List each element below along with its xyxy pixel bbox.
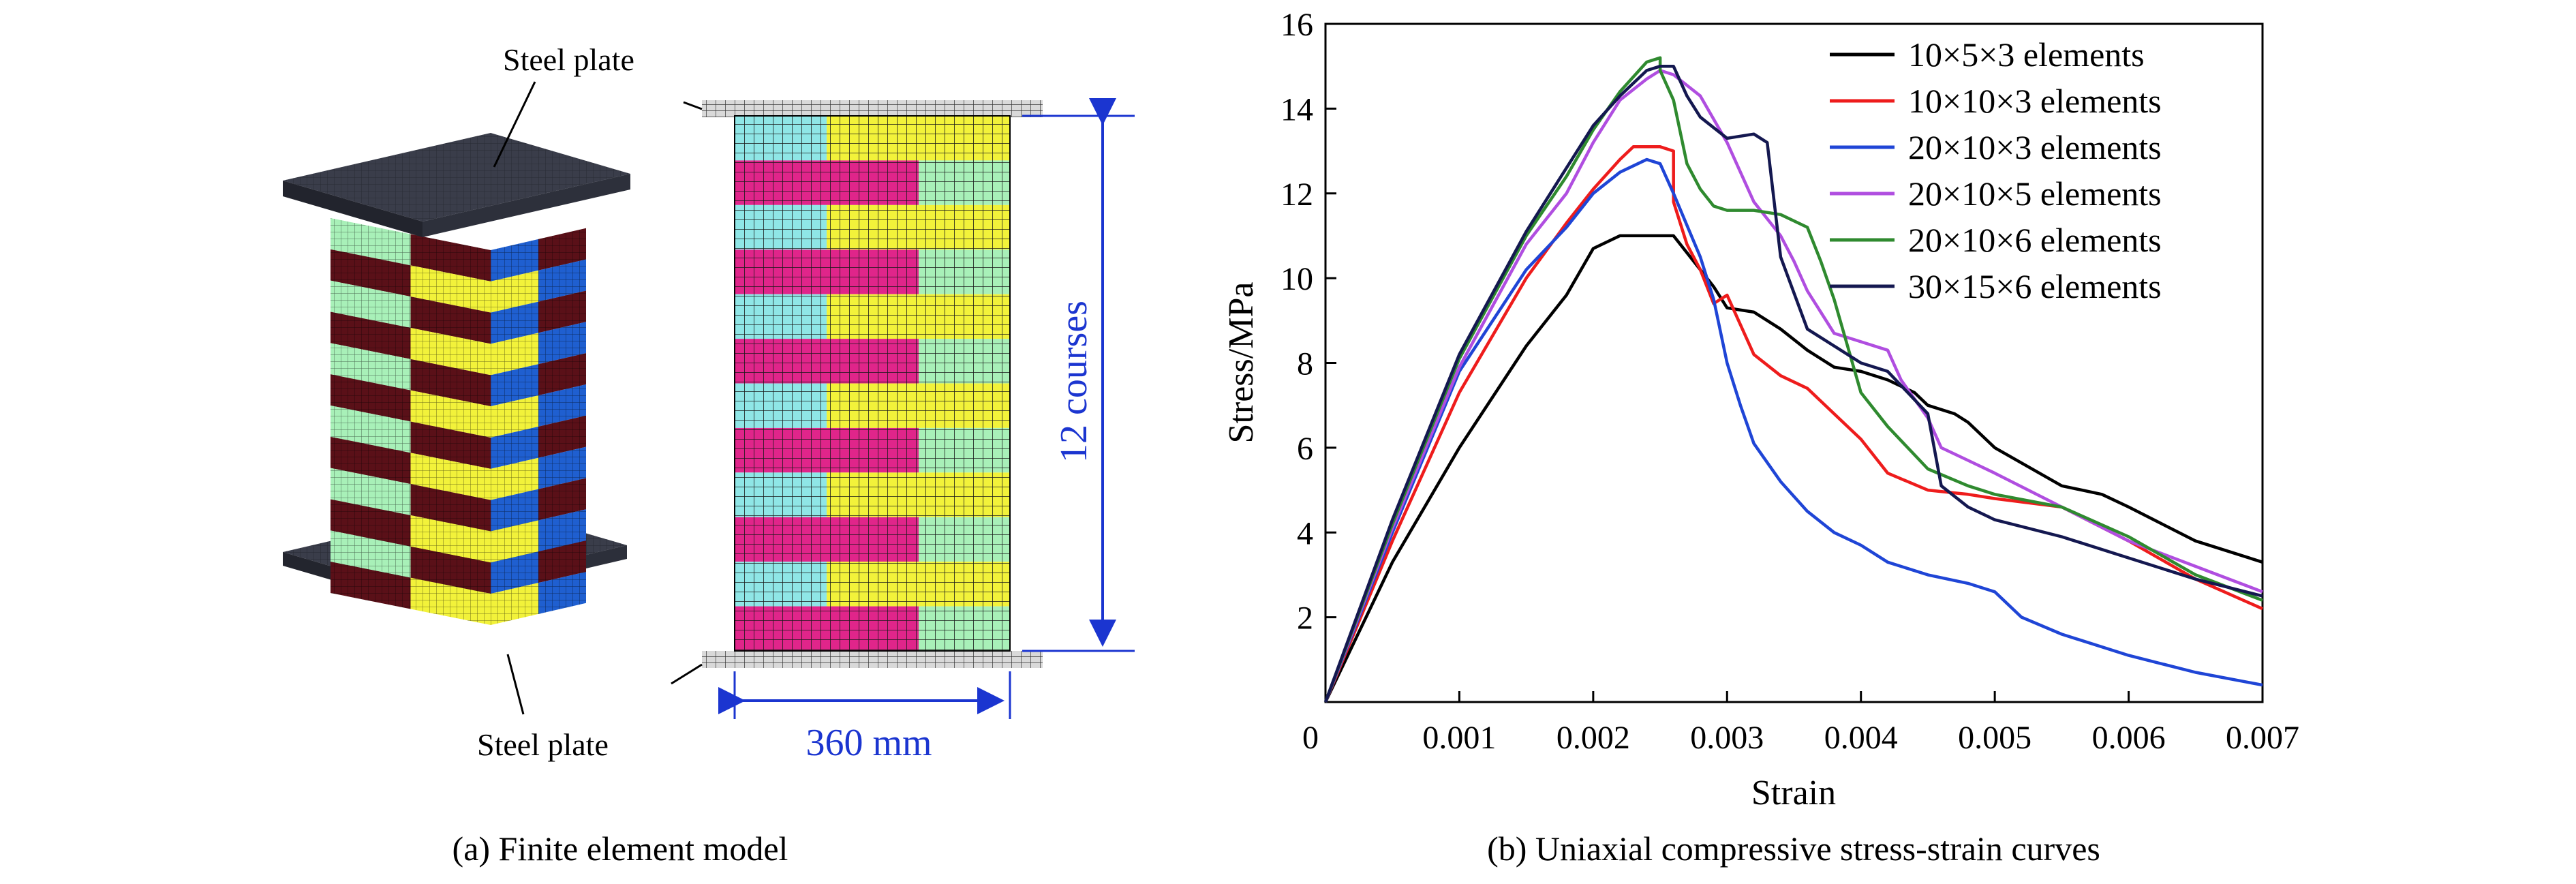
legend-item: 20×10×6 elements [1830,221,2162,259]
y-axis-label: Stress/MPa [1222,282,1261,444]
series-layer [1323,56,2263,703]
legend-label: 10×5×3 elements [1908,35,2145,74]
bottom-plate-leader [506,654,525,715]
legend-label: 20×10×3 elements [1908,128,2162,166]
series-line [1323,56,2263,703]
legend-item: 30×15×6 elements [1830,267,2162,305]
height-dimension: 12 courses [1022,98,1135,652]
x-tick-label: 0.004 [1824,720,1898,756]
x-axis: 0 0.001 0.002 0.003 0.004 0.005 0.006 0.007 [1302,691,2299,756]
legend-item: 20×10×3 elements [1830,128,2162,166]
width-dimension-label: 360 mm [806,722,932,764]
x-tick-label: 0.003 [1690,720,1764,756]
height-dimension-label: 12 courses [1053,301,1095,463]
legend-label: 20×10×6 elements [1908,221,2162,259]
y-tick-label: 6 [1297,431,1313,467]
top-plate-label: Steel plate [503,42,634,77]
bottom-plate-label: Steel plate [477,727,609,762]
y-tick-label: 8 [1297,346,1313,382]
iso-column [331,218,586,625]
caption-a: (a) Finite element model [453,829,788,868]
series-line [1323,145,2263,703]
width-dimension: 360 mm [718,671,1011,764]
x-tick-label: 0.002 [1557,720,1630,756]
iso-top-plate-left [283,181,423,237]
y-tick-label: 16 [1281,7,1313,43]
iso-top-plate-right [423,174,630,237]
front-bottom-plate-leader [671,663,703,685]
legend: 10×5×3 elements 10×10×3 elements 20×10×3 e… [1830,35,2162,305]
legend-label: 30×15×6 elements [1908,267,2162,305]
series-line [1323,64,2263,703]
caption-b: (b) Uniaxial compressive stress-strain c… [1487,829,2100,868]
top-plate-leader [493,81,536,168]
y-tick-label: 14 [1281,91,1313,127]
x-tick-label: 0.005 [1958,720,2031,756]
x-tick-label: 0.006 [2092,720,2166,756]
x-tick-label: 0.001 [1422,720,1496,756]
legend-label: 20×10×5 elements [1908,174,2162,213]
front-mesh [702,100,1043,668]
legend-item: 10×10×3 elements [1830,82,2162,120]
y-tick-label: 2 [1297,600,1313,637]
y-tick-label: 4 [1297,515,1313,551]
x-tick-label: 0.007 [2226,720,2299,756]
legend-item: 20×10×5 elements [1830,174,2162,213]
iso-model [283,133,630,625]
y-tick-label: 12 [1281,177,1313,213]
x-axis-label: Strain [1751,774,1836,812]
front-top-plate-leader [683,101,703,110]
x-tick-label: 0 [1302,720,1319,756]
series-line [1323,234,2263,703]
y-tick-label: 10 [1281,261,1313,297]
series-line [1323,69,2263,703]
y-axis: 2 4 6 8 10 12 14 16 [1281,7,1336,637]
series-line [1323,157,2263,703]
legend-item: 10×5×3 elements [1830,35,2145,74]
legend-label: 10×10×3 elements [1908,82,2162,120]
